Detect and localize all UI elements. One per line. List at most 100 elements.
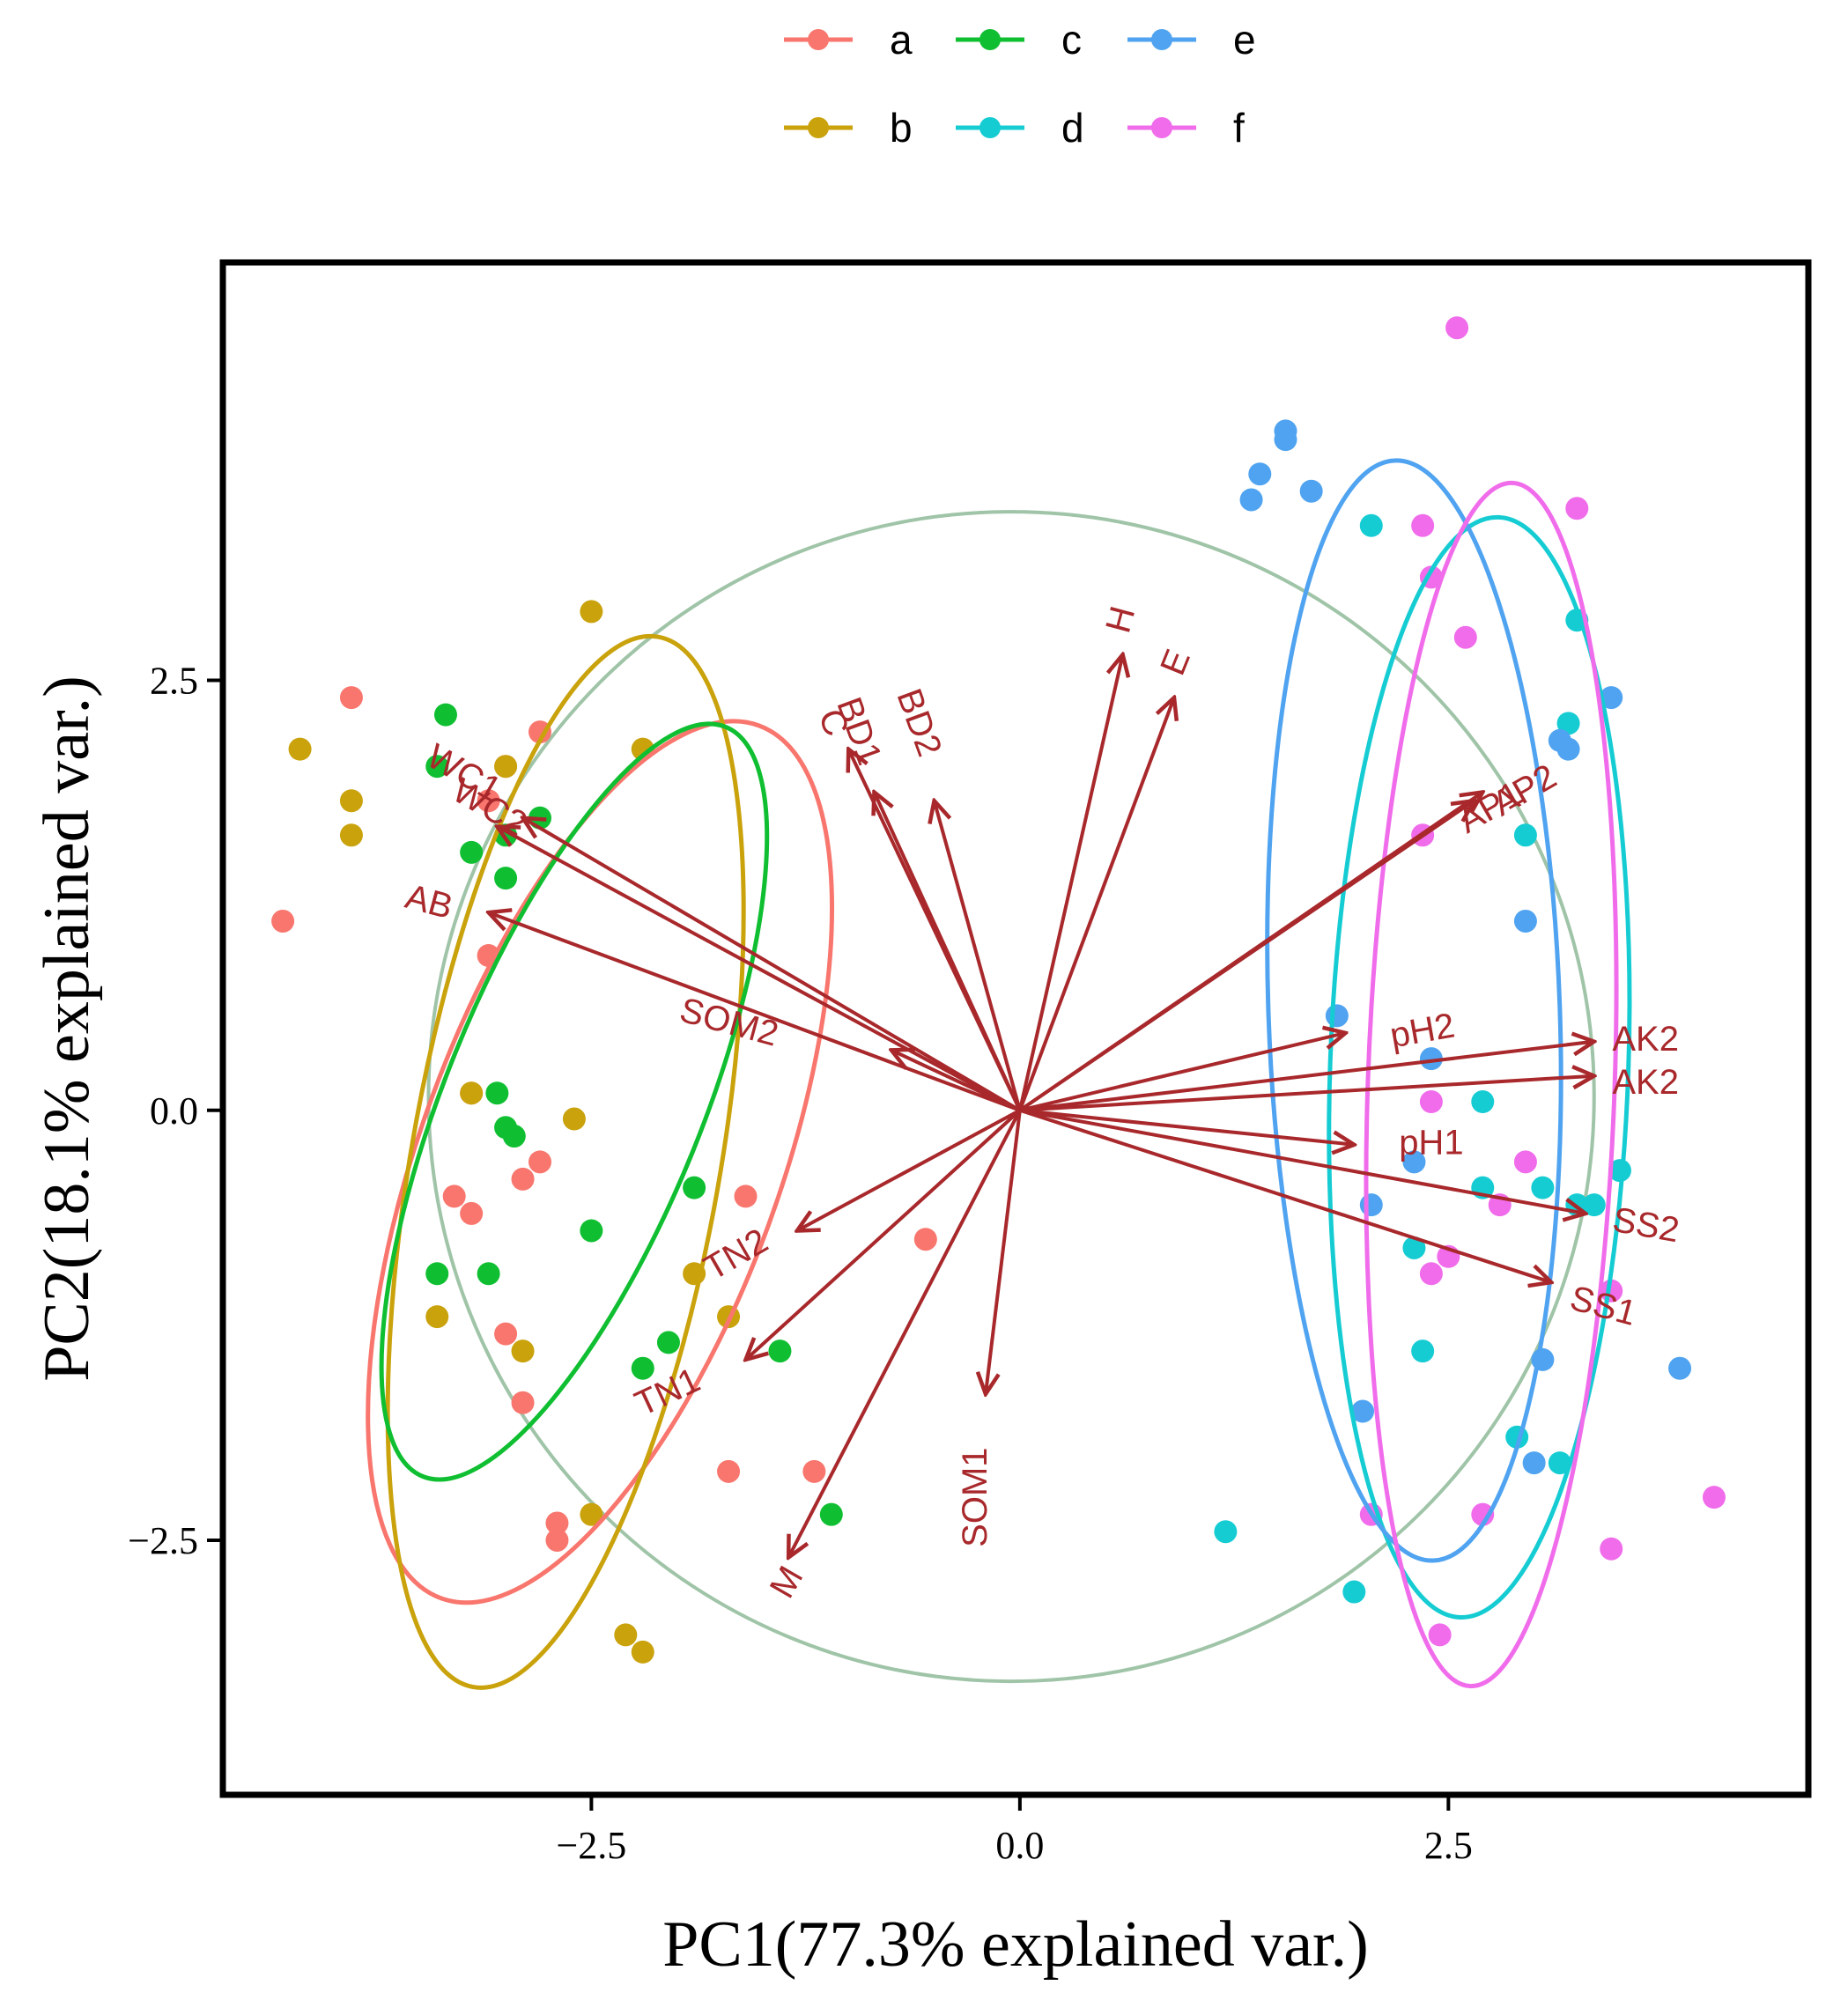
point-f xyxy=(1565,497,1589,520)
ellipse-f xyxy=(1364,480,1619,1689)
legend-label-b: b xyxy=(890,105,913,151)
point-c xyxy=(631,1356,654,1380)
point-a xyxy=(477,789,500,813)
point-f xyxy=(1419,1089,1443,1113)
point-a xyxy=(717,1459,741,1483)
loading-label-ak2: AK2 xyxy=(1612,1063,1679,1102)
point-d xyxy=(1513,823,1537,847)
loading-arrow-bd2 xyxy=(935,801,1022,1111)
loading-arrow-som1 xyxy=(986,1110,1022,1394)
loading-arrow-ph2 xyxy=(1019,1033,1346,1112)
point-d xyxy=(1471,1089,1495,1113)
legend-label-f: f xyxy=(1233,105,1245,151)
x-tick-label: 0.0 xyxy=(995,1824,1044,1867)
point-f xyxy=(1445,316,1469,340)
point-e xyxy=(1351,1399,1375,1423)
point-f xyxy=(1428,1623,1452,1647)
legend-key-dot xyxy=(979,117,1001,138)
ellipse-d xyxy=(1327,514,1632,1620)
ellipse-c xyxy=(379,721,770,1482)
loading-label-ss2: SS2 xyxy=(1610,1200,1682,1250)
loading-arrow-ab xyxy=(489,912,1021,1112)
point-e xyxy=(1239,488,1263,512)
legend-key-dot xyxy=(1151,117,1172,138)
legend-item-c: c xyxy=(956,17,1082,63)
point-e xyxy=(1325,1004,1349,1028)
loading-label-e: E xyxy=(1153,644,1198,680)
point-e xyxy=(1600,686,1623,710)
point-b xyxy=(631,1640,654,1664)
point-c xyxy=(819,1502,843,1526)
legend-item-a: a xyxy=(784,17,913,63)
point-f xyxy=(1419,1262,1443,1286)
loading-arrow-ss1 xyxy=(1019,1108,1551,1282)
point-d xyxy=(1531,1176,1555,1199)
ellipse-e xyxy=(1265,458,1563,1563)
point-f xyxy=(1453,625,1477,649)
point-d xyxy=(1548,1451,1571,1475)
point-b xyxy=(511,1339,535,1363)
point-a xyxy=(511,1391,535,1414)
point-c xyxy=(460,840,484,864)
loading-label-ak2: AK2 xyxy=(1612,1020,1679,1059)
x-tick-label: −2.5 xyxy=(556,1824,626,1867)
point-c xyxy=(502,1125,526,1148)
loading-label-ph1: pH1 xyxy=(1399,1123,1463,1162)
point-f xyxy=(1411,513,1435,537)
loading-arrow-tn2 xyxy=(797,1109,1021,1231)
point-b xyxy=(339,823,363,847)
point-b xyxy=(562,1107,586,1131)
loading-arrow-ph1 xyxy=(1019,1108,1354,1145)
point-e xyxy=(1248,462,1272,486)
point-layer xyxy=(271,316,1726,1664)
legend-key-dot xyxy=(1151,29,1172,50)
point-e xyxy=(1522,1451,1546,1475)
point-a xyxy=(339,686,363,710)
x-axis-label: PC1(77.3% explained var.) xyxy=(662,1908,1369,1981)
point-d xyxy=(1214,1520,1238,1544)
x-tick-label: 2.5 xyxy=(1424,1824,1473,1867)
point-b xyxy=(614,1623,638,1647)
y-tick-label: 2.5 xyxy=(150,660,198,703)
correlation-circle-layer xyxy=(426,510,1596,1684)
point-e xyxy=(1359,1193,1383,1217)
loading-arrow-ss2 xyxy=(1019,1108,1586,1214)
point-a xyxy=(529,720,551,744)
loading-label-ph2: pH2 xyxy=(1387,1006,1458,1055)
point-a xyxy=(271,909,295,933)
point-d xyxy=(1411,1339,1435,1363)
point-d xyxy=(1359,513,1383,537)
y-tick-label: 0.0 xyxy=(150,1089,198,1133)
point-d xyxy=(1556,712,1580,735)
point-d xyxy=(1342,1580,1366,1604)
legend-label-d: d xyxy=(1061,105,1084,151)
loading-arrow-tn1 xyxy=(746,1109,1022,1360)
y-tick-label: −2.5 xyxy=(128,1519,198,1562)
legend-key-dot xyxy=(979,29,1001,50)
y-axis-ticks: −2.5 0.0 2.5 xyxy=(128,660,223,1562)
plot-frame xyxy=(219,259,1812,1798)
legend-label-a: a xyxy=(890,17,913,63)
point-c xyxy=(580,1219,603,1243)
point-e xyxy=(1419,1047,1443,1071)
point-c xyxy=(477,1262,500,1286)
correlation-circle xyxy=(426,510,1596,1684)
point-a xyxy=(545,1511,569,1535)
point-b xyxy=(425,1305,449,1329)
point-c xyxy=(425,1262,449,1286)
point-c xyxy=(433,703,457,727)
point-e xyxy=(1668,1356,1692,1380)
point-f xyxy=(1513,1150,1537,1174)
point-b xyxy=(494,755,518,779)
ellipse-layer xyxy=(366,458,1632,1690)
point-d xyxy=(1582,1193,1606,1217)
loading-arrow-som2 xyxy=(891,1050,1021,1112)
point-c xyxy=(768,1339,792,1363)
loading-arrow-wc2 xyxy=(523,818,1021,1112)
point-f xyxy=(1471,1502,1495,1526)
point-a xyxy=(734,1185,758,1208)
point-f xyxy=(1600,1537,1623,1561)
point-d xyxy=(1402,1236,1426,1259)
ellipse-b xyxy=(385,633,746,1690)
